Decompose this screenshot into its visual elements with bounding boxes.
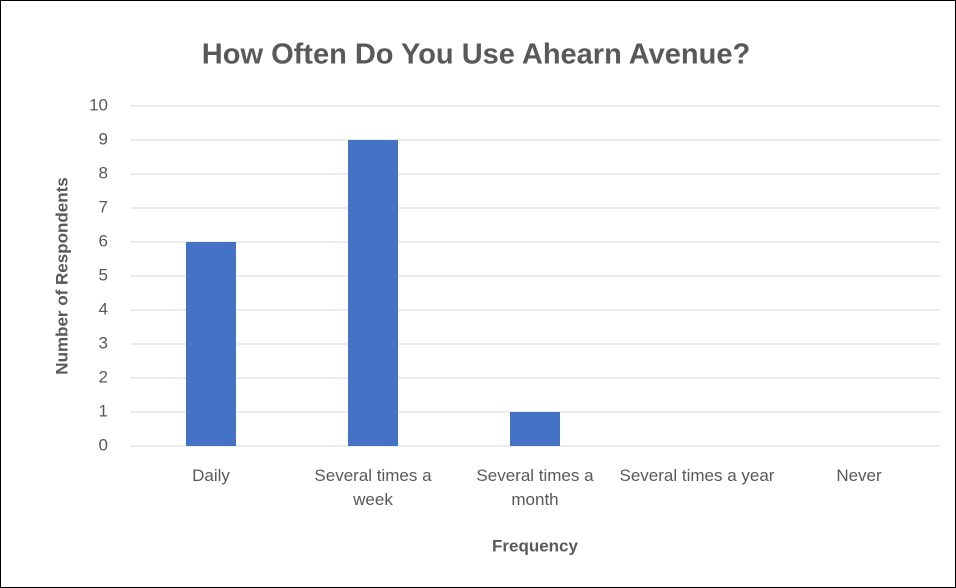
y-tick-label: 2 [99, 367, 108, 386]
bar [186, 242, 236, 446]
y-tick-label: 1 [99, 401, 108, 420]
y-tick-label: 10 [89, 95, 108, 114]
y-tick-label: 3 [99, 333, 108, 352]
y-tick-label: 8 [99, 163, 108, 182]
x-tick-label: Several times a week [314, 466, 432, 509]
y-tick-label: 5 [99, 265, 108, 284]
y-axis-label: Number of Respondents [52, 177, 71, 374]
bar [348, 140, 398, 446]
y-tick-label: 7 [99, 197, 108, 216]
x-tick-label: Never [836, 466, 882, 485]
x-tick-label: Several times a month [476, 466, 594, 509]
x-tick-label: Several times a year [619, 466, 775, 485]
y-tick-label: 6 [99, 231, 108, 250]
x-tick-label: Daily [192, 466, 230, 485]
bar [510, 412, 560, 446]
y-tick-label: 4 [99, 299, 108, 318]
y-tick-label: 9 [99, 129, 108, 148]
y-tick-label: 0 [99, 435, 108, 454]
x-axis-label: Frequency [492, 536, 579, 555]
chart-title: How Often Do You Use Ahearn Avenue? [202, 39, 750, 71]
